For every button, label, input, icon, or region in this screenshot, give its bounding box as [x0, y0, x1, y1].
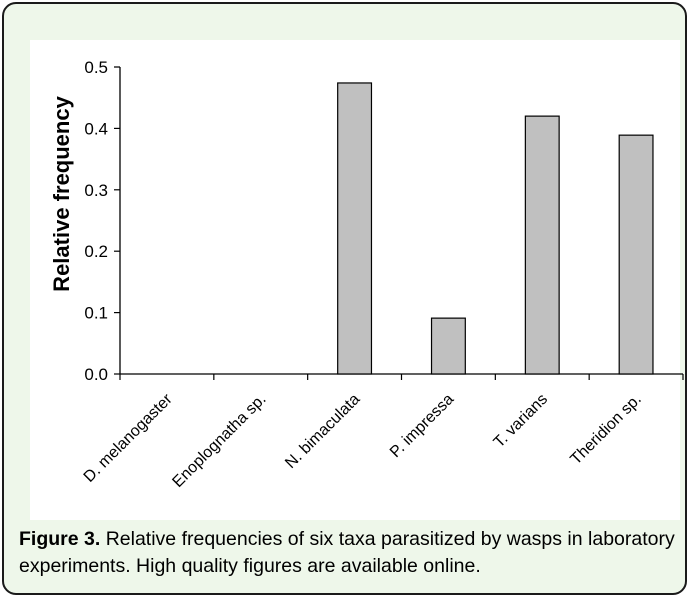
y-tick-label: 0.0: [84, 365, 108, 384]
y-tick-label: 0.4: [84, 119, 108, 138]
x-tick-label: T. varians: [491, 391, 551, 451]
caption-label: Figure 3.: [19, 528, 101, 550]
y-tick-label: 0.1: [84, 304, 108, 323]
bar-5: [618, 134, 654, 375]
axes: [114, 66, 684, 380]
x-tick-label: D. melanogaster: [81, 390, 177, 486]
x-tick-label: Enoplognatha sp.: [169, 391, 269, 491]
y-tick-label: 0.5: [84, 58, 108, 77]
bar-3: [430, 317, 466, 375]
caption-text: Relative frequencies of six taxa parasit…: [19, 528, 675, 577]
y-tick-label: 0.3: [84, 181, 108, 200]
bar-2: [337, 82, 373, 375]
y-axis-label: Relative frequency: [49, 95, 74, 291]
bars: [337, 82, 654, 375]
bar-4: [524, 115, 560, 375]
x-tick-label: Theridion sp.: [567, 391, 644, 468]
x-tick-label: P. impressa: [387, 391, 457, 461]
bar-chart: 0.0 0.1 0.2 0.3 0.4 0.5 D. melanogasterEnoplo…: [49, 58, 684, 491]
y-tick-label: 0.2: [84, 242, 108, 261]
y-tick-labels: 0.0 0.1 0.2 0.3 0.4 0.5: [84, 58, 108, 384]
figure-caption: Figure 3. Relative frequencies of six ta…: [19, 526, 679, 580]
x-tick-label: N. bimaculata: [282, 391, 363, 472]
